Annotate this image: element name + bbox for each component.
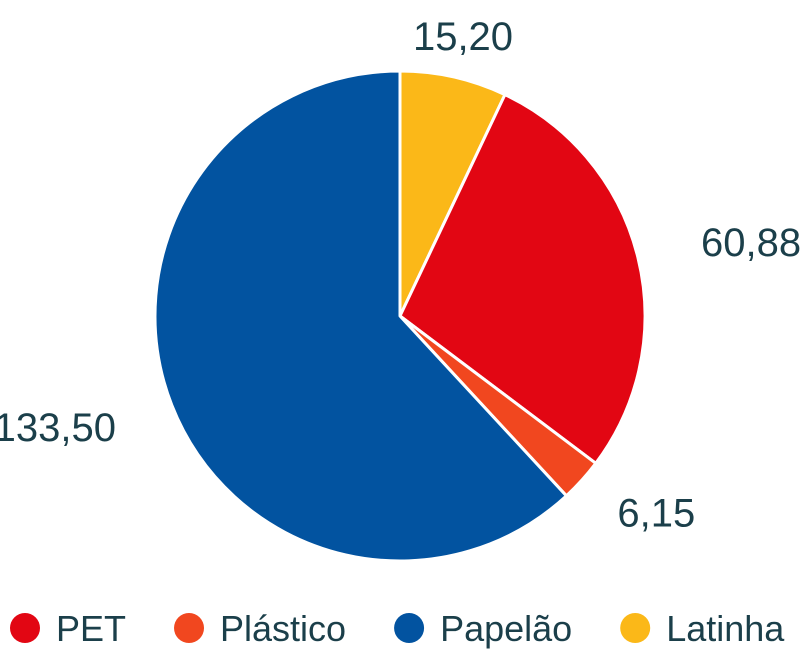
data-label-pet: 60,88 [701,221,800,265]
data-label-plastico: 6,15 [617,491,695,535]
pie-slice-papelao [153,69,568,563]
data-labels: 15,20 60,88 6,15 133,50 [0,15,800,535]
legend-label-latinha: Latinha [666,608,785,649]
data-label-papelao: 133,50 [0,406,116,450]
legend-swatch-papelao [394,613,425,643]
legend-swatch-plastico [174,613,205,643]
legend-item-papelao: Papelão [394,608,572,649]
data-label-latinha: 15,20 [413,15,513,59]
legend-label-plastico: Plástico [220,608,346,649]
legend: PET Plástico Papelão Latinha [10,608,785,649]
pie-slice-latinha [398,69,507,318]
pie-slice-pet [398,93,647,465]
legend-label-pet: PET [56,608,126,649]
pie-slices [153,69,647,563]
legend-item-plastico: Plástico [174,608,346,649]
legend-swatch-pet [10,613,40,643]
legend-swatch-latinha [620,613,651,643]
legend-label-papelao: Papelão [440,608,572,649]
legend-item-pet: PET [10,608,126,649]
legend-item-latinha: Latinha [620,608,785,649]
